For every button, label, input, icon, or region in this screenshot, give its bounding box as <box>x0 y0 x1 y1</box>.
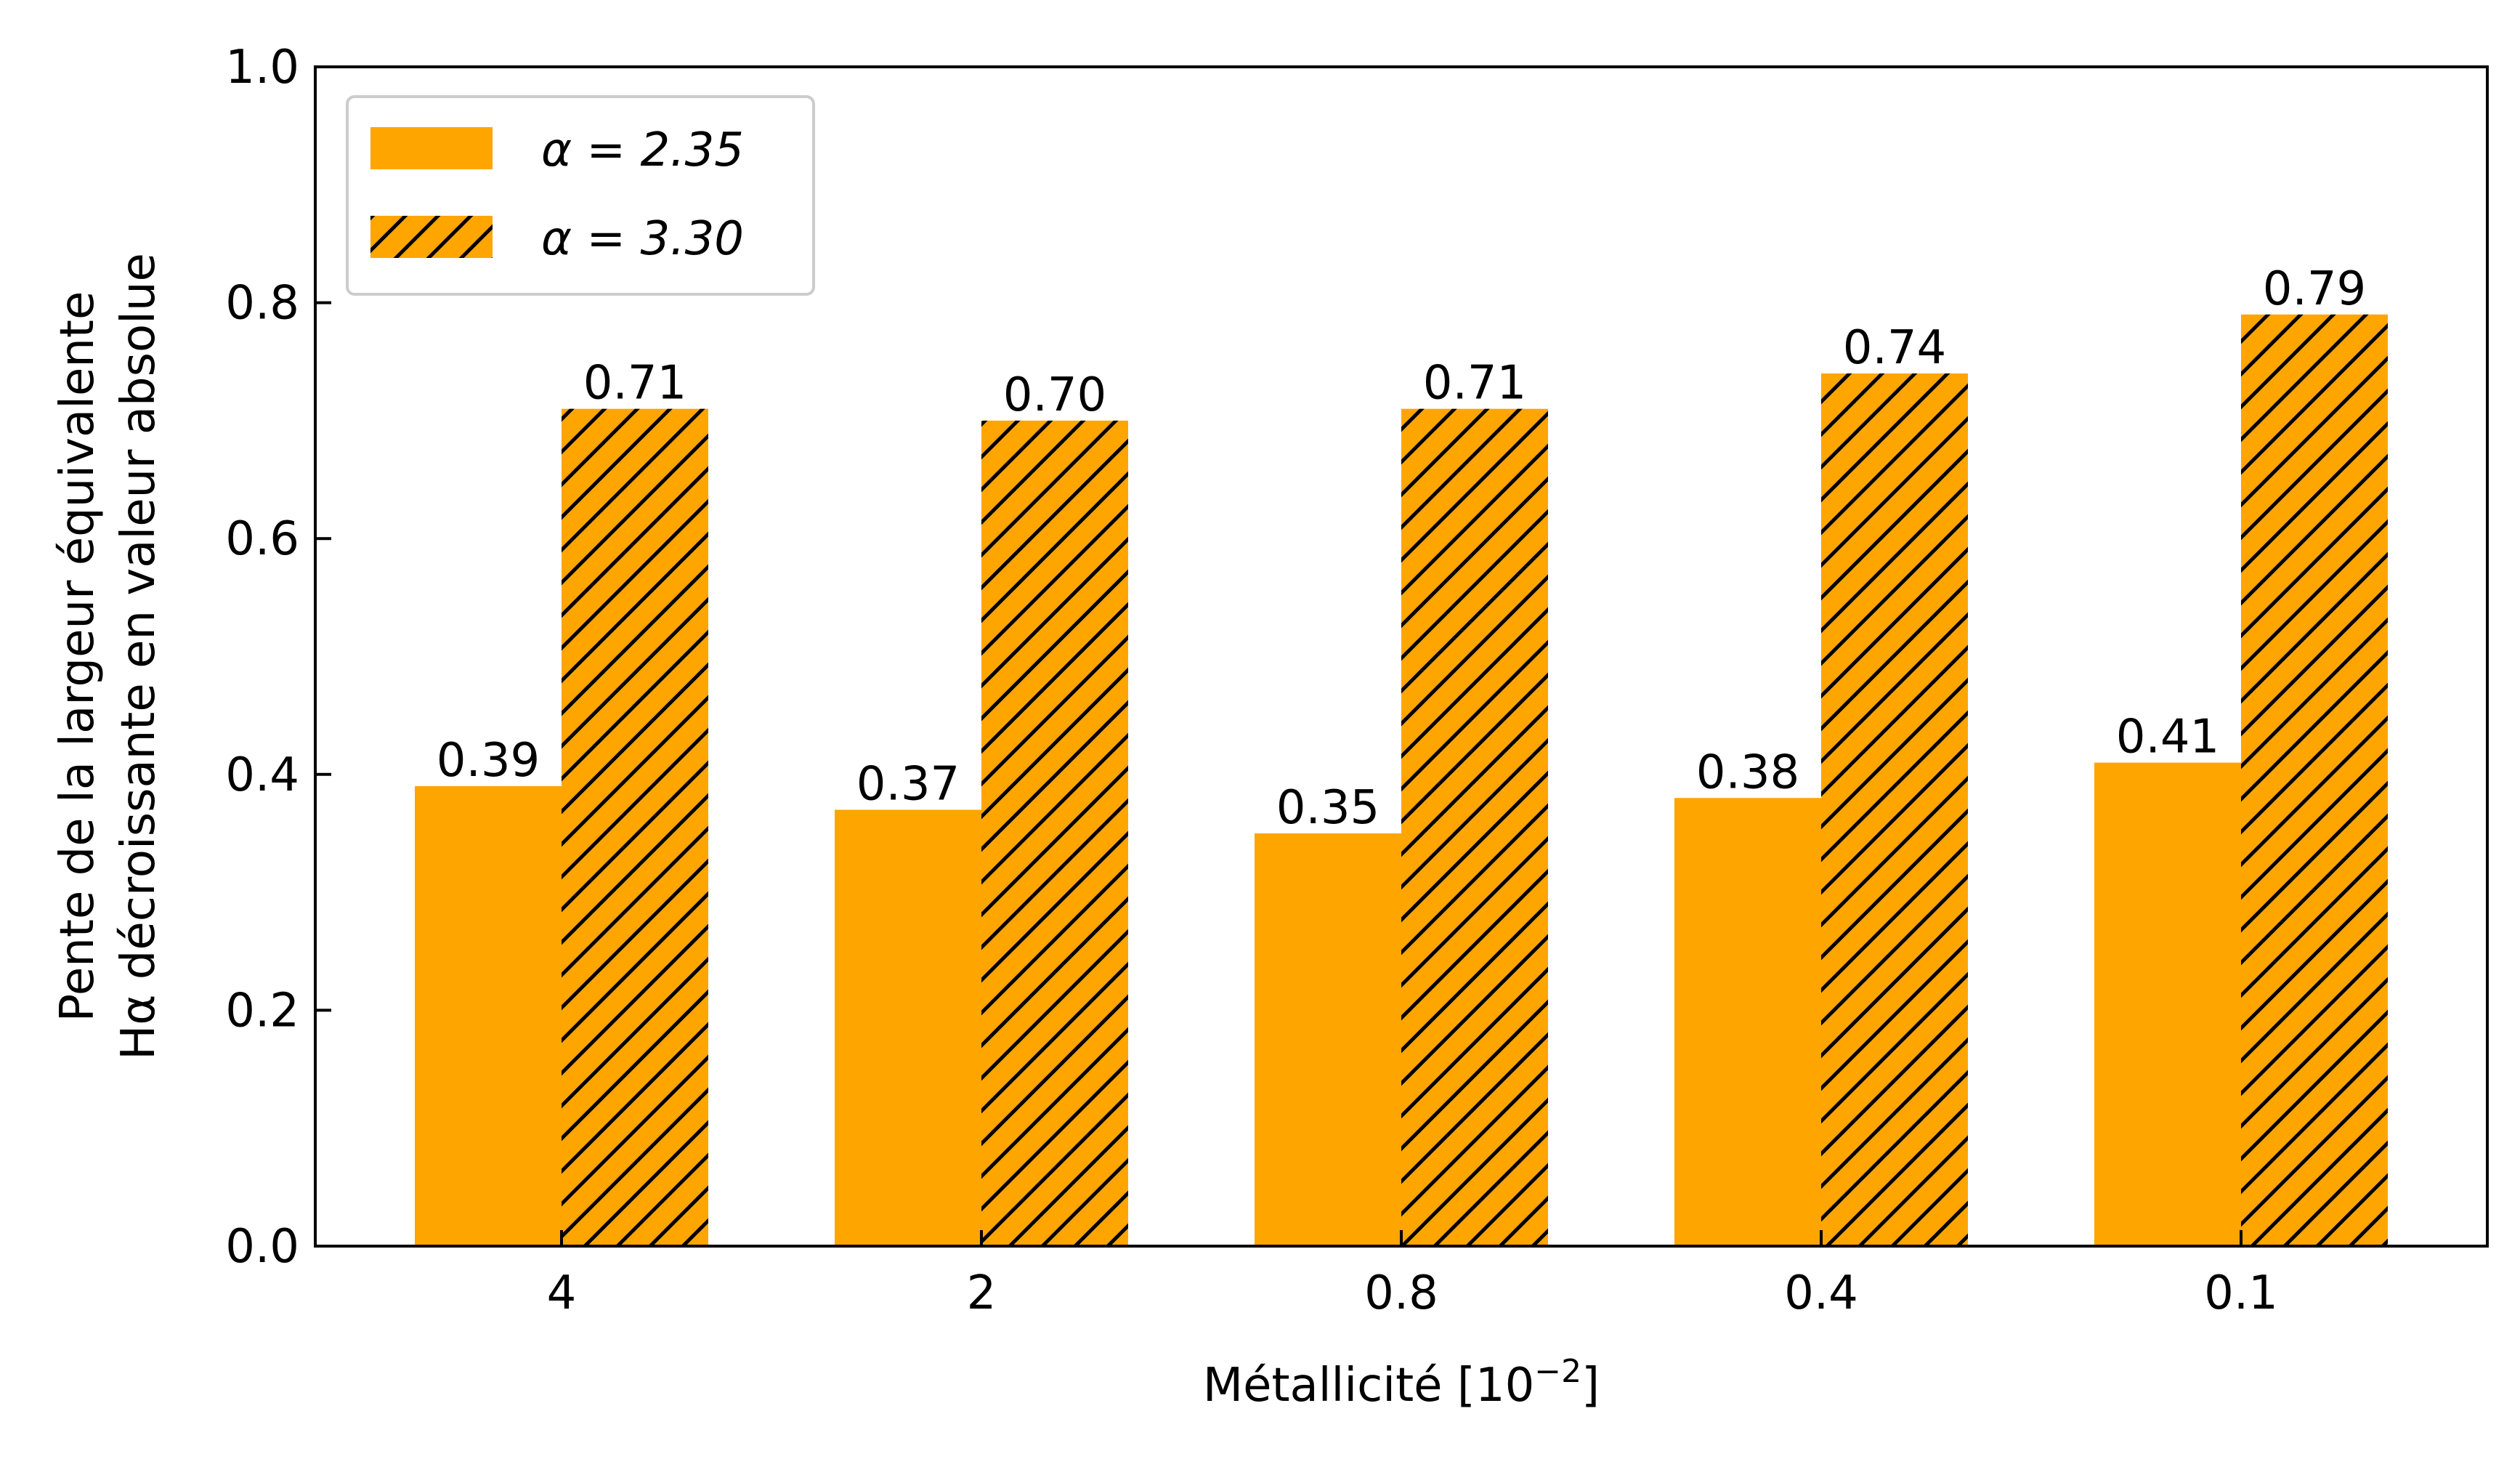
y-axis-label-line-2: Hα décroissante en valeur absolue <box>112 253 166 1060</box>
bar-series-0-0.1 <box>2094 762 2241 1246</box>
data-label-series-0-4: 0.39 <box>437 734 540 788</box>
bars-layer <box>415 314 2388 1247</box>
data-labels-layer: 0.39 0.71 0.37 0.70 0.35 0.71 0.38 0.74 0.41 0.79 <box>437 262 2367 835</box>
y-tick-label-1.0: 1.0 <box>225 41 299 94</box>
y-tick-label-0.8: 0.8 <box>225 277 299 331</box>
data-label-series-0-2: 0.37 <box>856 757 960 811</box>
bar-series-0-4 <box>415 786 562 1246</box>
y-tick-label-0.2: 0.2 <box>225 984 299 1038</box>
x-axis: 4 2 0.8 0.4 0.1 <box>547 1230 2278 1320</box>
y-axis-label-line-1: Pente de la largeur équivalente <box>51 291 105 1022</box>
y-tick-label-0.6: 0.6 <box>225 512 299 566</box>
bar-hatch-series-1-4 <box>562 408 708 1247</box>
y-axis: 0.0 0.2 0.4 0.6 0.8 1.0 <box>225 41 331 1274</box>
legend-swatch-alpha-2-35 <box>370 127 493 169</box>
bar-hatch-series-1-0.8 <box>1401 408 1548 1247</box>
data-label-series-1-2: 0.70 <box>1003 368 1107 422</box>
x-tick-label-0.1: 0.1 <box>2204 1266 2278 1320</box>
x-tick-label-2: 2 <box>967 1266 997 1320</box>
x-tick-label-4: 4 <box>547 1266 577 1320</box>
y-axis-label: Pente de la largeur équivalente Hα décro… <box>51 253 166 1060</box>
legend-label-alpha-3-30: α = 3.30 <box>541 212 744 266</box>
bar-hatch-series-1-2 <box>981 420 1128 1246</box>
bar-hatch-series-1-0.4 <box>1821 373 1968 1246</box>
data-label-series-0-0.4: 0.38 <box>1696 745 1800 799</box>
data-label-series-1-0.8: 0.71 <box>1423 357 1527 411</box>
data-label-series-0-0.8: 0.35 <box>1276 781 1380 835</box>
x-tick-label-0.4: 0.4 <box>1784 1266 1858 1320</box>
bar-series-0-0.4 <box>1674 798 1821 1246</box>
data-label-series-1-4: 0.71 <box>583 357 687 411</box>
bar-hatch-series-1-0.1 <box>2241 314 2388 1247</box>
y-tick-label-0.4: 0.4 <box>225 748 299 802</box>
x-tick-label-0.8: 0.8 <box>1364 1266 1438 1320</box>
bar-series-0-0.8 <box>1255 833 1401 1246</box>
x-axis-label: Métallicité [10−2] <box>1203 1353 1600 1412</box>
data-label-series-1-0.4: 0.74 <box>1843 321 1947 375</box>
data-label-series-1-0.1: 0.79 <box>2263 262 2367 316</box>
y-tick-label-0.0: 0.0 <box>225 1220 299 1274</box>
legend-swatch-alpha-3-30 <box>370 216 493 258</box>
legend: α = 2.35 α = 3.30 <box>346 95 815 296</box>
bar-series-0-2 <box>835 809 981 1246</box>
legend-label-alpha-2-35: α = 2.35 <box>541 124 744 177</box>
data-label-series-0-0.1: 0.41 <box>2116 711 2220 764</box>
